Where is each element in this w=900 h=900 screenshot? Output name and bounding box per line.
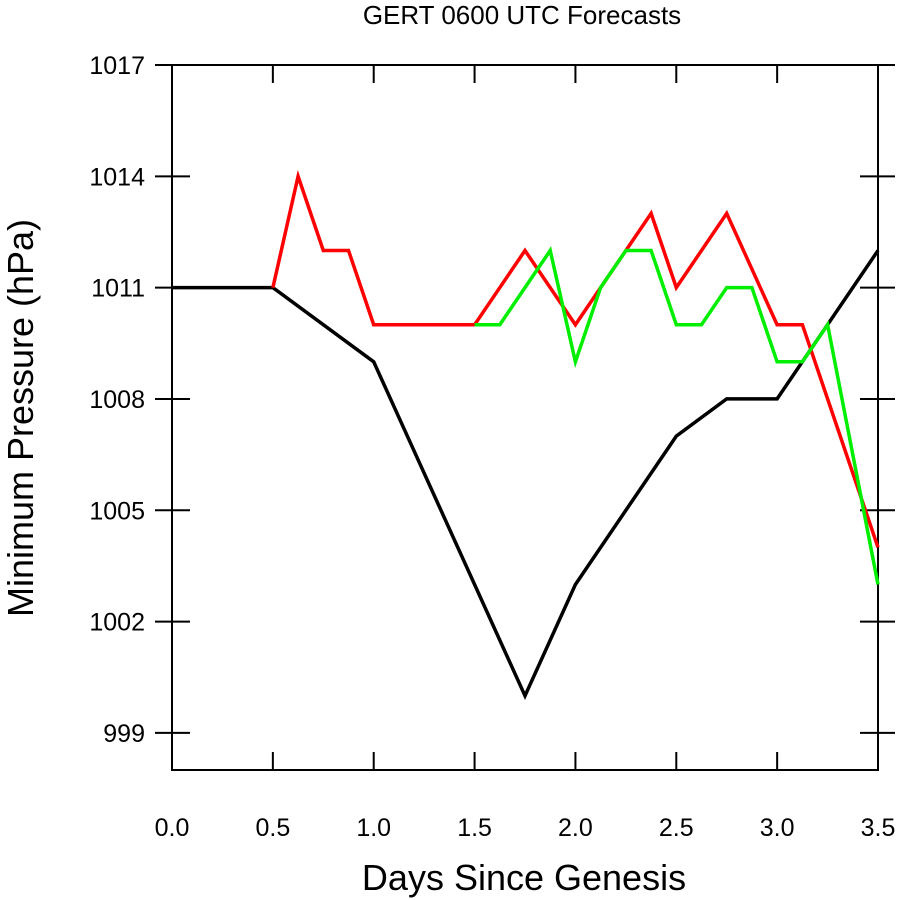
- plot-frame: [171, 64, 879, 771]
- x-tick-label: 3.0: [760, 814, 795, 842]
- series-line-1: [271, 169, 880, 548]
- y-axis-title: Minimum Pressure (hPa): [0, 219, 41, 617]
- series-line-0: [172, 249, 880, 701]
- series-line-2: [474, 246, 880, 585]
- y-tick-label: 1014: [89, 163, 145, 191]
- x-axis-title: Days Since Genesis: [362, 857, 686, 898]
- y-tick-label: 1011: [91, 275, 145, 303]
- x-tick-label: 2.0: [558, 814, 593, 842]
- y-tick-label: 1005: [89, 497, 145, 525]
- x-tick-label: 0.5: [255, 814, 290, 842]
- y-tick-label: 1017: [89, 52, 145, 80]
- x-tick-label: 2.5: [659, 814, 694, 842]
- chart-title: GERT 0600 UTC Forecasts: [363, 0, 681, 30]
- y-tick-label: 999: [103, 720, 145, 748]
- y-tick-label: 1008: [89, 386, 145, 414]
- x-axis: 0.0 0.5 1.0 1.5 2.0 2.5 3.0 3.5: [155, 65, 896, 842]
- x-tick-label: 3.5: [861, 814, 896, 842]
- x-tick-label: 1.5: [457, 814, 492, 842]
- x-tick-label: 1.0: [356, 814, 391, 842]
- series-layer: [172, 169, 880, 701]
- y-tick-label: 1002: [89, 609, 145, 637]
- x-tick-label: 0.0: [155, 814, 190, 842]
